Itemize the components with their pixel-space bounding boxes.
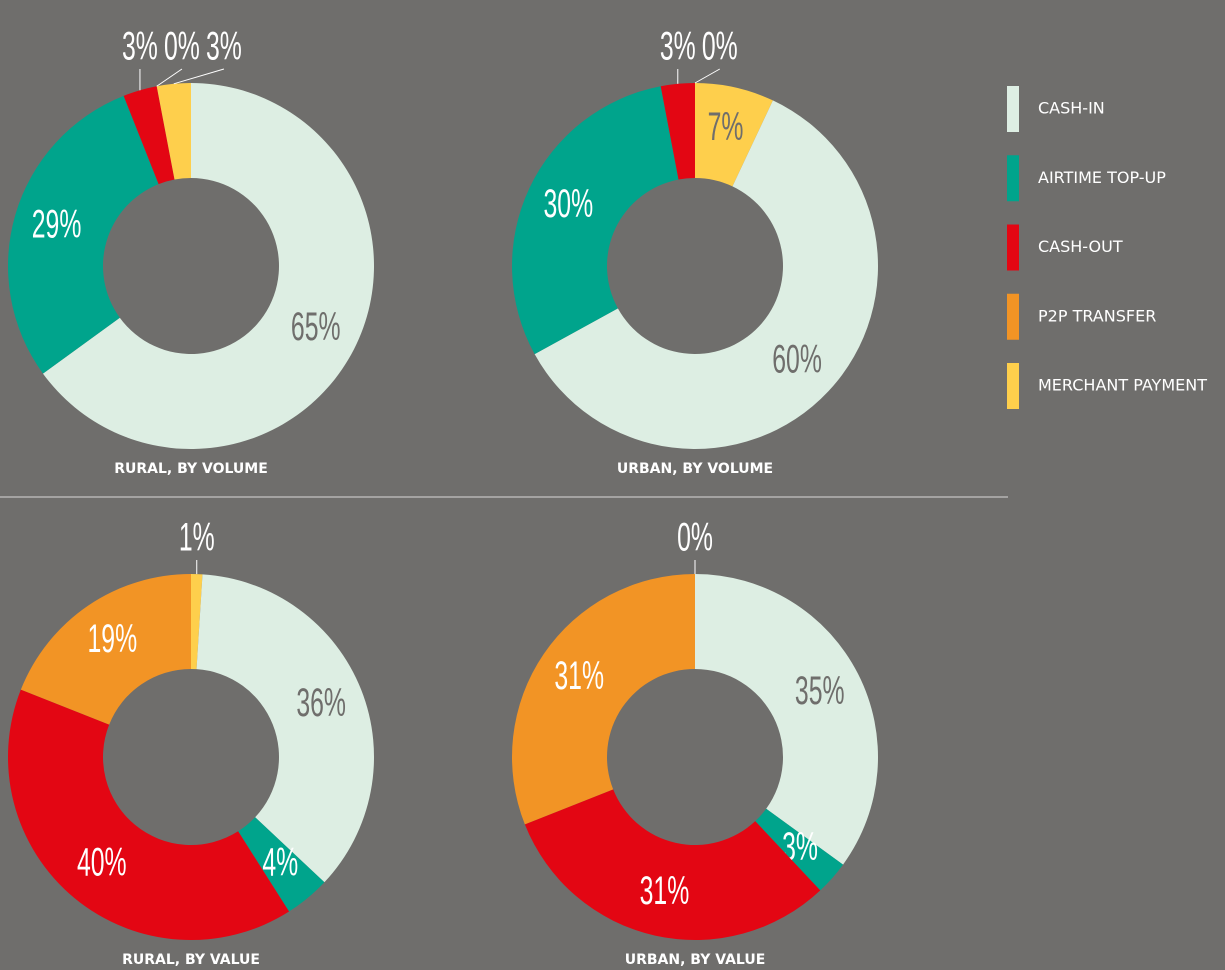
- leader-line: [694, 68, 721, 84]
- value-label: 0%: [702, 25, 738, 69]
- donut-slice: [42, 83, 374, 450]
- legend-label: P2P TRANSFER: [1038, 306, 1156, 325]
- donut-slice: [695, 83, 773, 187]
- value-label: 60%: [772, 338, 822, 382]
- donut-slice: [524, 789, 821, 940]
- value-label: 3%: [122, 25, 158, 69]
- donut-slice: [512, 86, 679, 355]
- value-label: 4%: [262, 841, 298, 885]
- value-label: 31%: [554, 654, 604, 698]
- legend-label: CASH-OUT: [1038, 237, 1123, 256]
- donut-slice: [7, 689, 290, 940]
- donut-slice: [191, 574, 203, 670]
- legend-swatch: [1007, 293, 1019, 340]
- donut-slice: [238, 817, 325, 912]
- value-label: 0%: [164, 25, 200, 69]
- value-label: 30%: [544, 182, 594, 226]
- value-label: 1%: [179, 516, 215, 560]
- value-label: 3%: [206, 25, 242, 69]
- legend-swatch: [1007, 155, 1019, 202]
- donut-slice: [755, 808, 844, 891]
- donut-slice: [156, 83, 191, 180]
- value-label: 40%: [77, 841, 127, 885]
- donut-slice: [123, 86, 175, 185]
- chart-title: RURAL, BY VALUE: [122, 952, 260, 968]
- value-label: 36%: [296, 681, 346, 725]
- chart-title: RURAL, BY VOLUME: [114, 461, 268, 477]
- donut-slice: [660, 83, 695, 180]
- value-label: 3%: [660, 25, 696, 69]
- donut-slice: [8, 95, 159, 374]
- value-label: 31%: [640, 869, 690, 913]
- chart-title: URBAN, BY VALUE: [625, 952, 766, 968]
- donut-slice: [534, 100, 878, 449]
- donut-slice: [695, 574, 878, 865]
- legend-label: MERCHANT PAYMENT: [1038, 376, 1207, 395]
- legend-swatch: [1007, 224, 1019, 271]
- legend-swatch: [1007, 86, 1019, 132]
- value-label: 7%: [708, 105, 744, 149]
- donut-slice: [196, 574, 374, 883]
- leader-line: [156, 68, 183, 87]
- value-label: 35%: [795, 669, 845, 713]
- legend-swatch: [1007, 363, 1019, 409]
- value-label: 19%: [87, 617, 137, 661]
- value-label: 65%: [291, 305, 341, 349]
- legend-label: CASH-IN: [1038, 99, 1105, 118]
- legend-label: AIRTIME TOP-UP: [1038, 168, 1166, 187]
- chart-title: URBAN, BY VOLUME: [617, 461, 773, 477]
- leader-line: [173, 68, 225, 85]
- donut-slice: [512, 574, 695, 825]
- value-label: 29%: [32, 203, 82, 247]
- value-label: 0%: [677, 516, 713, 560]
- donut-slice: [20, 574, 191, 725]
